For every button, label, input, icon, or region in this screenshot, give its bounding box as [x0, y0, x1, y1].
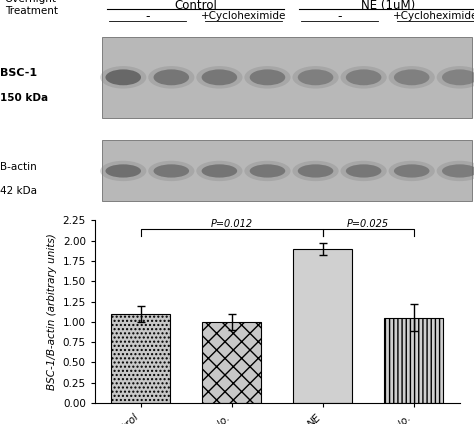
Text: P=0.012: P=0.012 [211, 219, 253, 229]
Ellipse shape [340, 66, 387, 89]
Ellipse shape [250, 70, 285, 85]
Ellipse shape [346, 70, 382, 85]
Ellipse shape [105, 165, 141, 178]
Ellipse shape [100, 161, 146, 181]
Ellipse shape [292, 66, 338, 89]
Ellipse shape [154, 165, 189, 178]
Bar [293, 249, 352, 403]
Ellipse shape [100, 66, 146, 89]
Bar [384, 318, 443, 403]
Y-axis label: BSC-1/B-actin (arbitrary units): BSC-1/B-actin (arbitrary units) [47, 233, 57, 390]
Text: 42 kDa: 42 kDa [0, 186, 37, 196]
Ellipse shape [389, 161, 435, 181]
Ellipse shape [245, 161, 291, 181]
Ellipse shape [340, 161, 387, 181]
Bar [202, 322, 261, 403]
Ellipse shape [196, 66, 243, 89]
Ellipse shape [442, 70, 474, 85]
Ellipse shape [292, 161, 338, 181]
Ellipse shape [201, 165, 237, 178]
Text: +Cycloheximide: +Cycloheximide [201, 11, 286, 21]
Ellipse shape [148, 66, 194, 89]
Ellipse shape [442, 165, 474, 178]
Bar [102, 140, 472, 201]
Ellipse shape [437, 66, 474, 89]
Ellipse shape [346, 165, 382, 178]
Ellipse shape [196, 161, 243, 181]
Text: -: - [337, 10, 342, 23]
Ellipse shape [250, 165, 285, 178]
Text: B-actin: B-actin [0, 162, 37, 172]
Text: BSC-1: BSC-1 [0, 68, 37, 78]
Ellipse shape [154, 70, 189, 85]
Text: NE (1uM): NE (1uM) [361, 0, 415, 11]
Text: +Cycloheximide: +Cycloheximide [393, 11, 474, 21]
Ellipse shape [298, 70, 333, 85]
Ellipse shape [394, 70, 429, 85]
Ellipse shape [105, 70, 141, 85]
Text: Control: Control [174, 0, 217, 11]
Text: -: - [145, 10, 149, 23]
Bar [111, 314, 171, 403]
Ellipse shape [201, 70, 237, 85]
Ellipse shape [389, 66, 435, 89]
Text: 150 kDa: 150 kDa [0, 93, 48, 103]
Bar [102, 36, 472, 118]
Text: P=0.025: P=0.025 [347, 219, 389, 229]
Ellipse shape [148, 161, 194, 181]
Ellipse shape [245, 66, 291, 89]
Ellipse shape [437, 161, 474, 181]
Text: Overnight
Treatment: Overnight Treatment [5, 0, 58, 16]
Ellipse shape [394, 165, 429, 178]
Ellipse shape [298, 165, 333, 178]
